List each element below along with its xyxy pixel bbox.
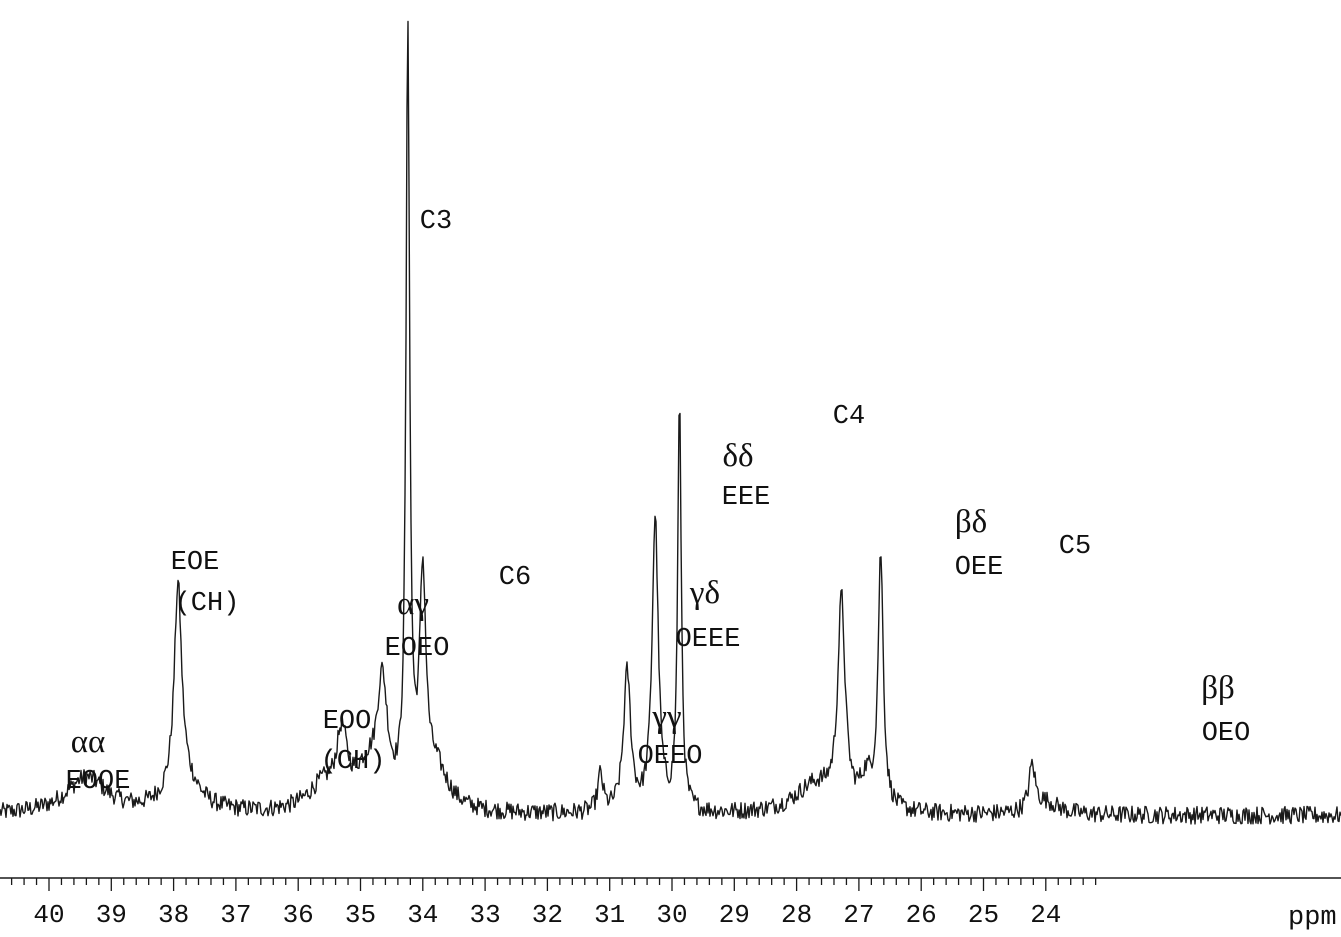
x-tick-label: 33 [469, 900, 500, 930]
x-axis-ticks [10, 878, 1097, 891]
x-tick-label: 24 [1030, 900, 1061, 930]
annotation-sub-eoe-ch: (CH) [175, 589, 240, 619]
x-axis-label: ppm [1288, 903, 1337, 933]
annotation-greek-ag: αγ [397, 586, 429, 622]
annotation-label-oeeo: OEEO [638, 742, 703, 772]
annotation-label-oee: OEE [955, 553, 1004, 583]
x-tick-label: 39 [96, 900, 127, 930]
x-tick-label: 35 [345, 900, 376, 930]
x-tick-label: 26 [906, 900, 937, 930]
annotation-label-c5: C5 [1059, 532, 1091, 562]
x-tick-label: 32 [532, 900, 563, 930]
x-tick-label: 30 [656, 900, 687, 930]
annotation-sub-eoo-ch: (CH) [321, 747, 386, 777]
x-tick-label: 38 [158, 900, 189, 930]
x-tick-label: 27 [843, 900, 874, 930]
annotation-label-oeee: OEEE [676, 625, 741, 655]
annotation-label-eee: EEE [722, 483, 771, 513]
x-tick-label: 25 [968, 900, 999, 930]
annotation-greek-bb: ββ [1201, 670, 1235, 706]
x-tick-label: 34 [407, 900, 438, 930]
x-tick-label: 36 [283, 900, 314, 930]
annotation-label-c4: C4 [833, 402, 865, 432]
annotation-greek-gd: γδ [689, 575, 720, 611]
annotation-label-c3: C3 [420, 207, 452, 237]
annotation-label-c6: C6 [499, 563, 531, 593]
annotation-greek-gg: γγ [651, 699, 681, 735]
x-axis-tick-labels: 40 39 38 37 36 35 34 33 32 31 30 29 28 27 26 25 24 [33, 900, 1061, 930]
annotation-greek-bd: βδ [955, 504, 987, 540]
x-tick-label: 29 [719, 900, 750, 930]
spectrum-trace [0, 20, 1341, 825]
annotation-label-eoe: EOE [171, 548, 220, 578]
x-tick-label: 31 [594, 900, 625, 930]
annotation-label-eooe: EOOE [66, 767, 131, 797]
annotation-greek-aa: αα [71, 724, 106, 760]
x-tick-label: 40 [33, 900, 64, 930]
annotation-label-oeo: OEO [1202, 719, 1251, 749]
x-tick-label: 28 [781, 900, 812, 930]
annotation-label-eoeo: EOEO [385, 634, 450, 664]
peak-annotations: αα EOOE EOE (CH) EOO (CH) αγ EOEO C3 C6 … [66, 207, 1251, 797]
annotation-greek-dd: δδ [722, 438, 753, 474]
x-tick-label: 37 [220, 900, 251, 930]
annotation-label-eoo: EOO [323, 707, 372, 737]
